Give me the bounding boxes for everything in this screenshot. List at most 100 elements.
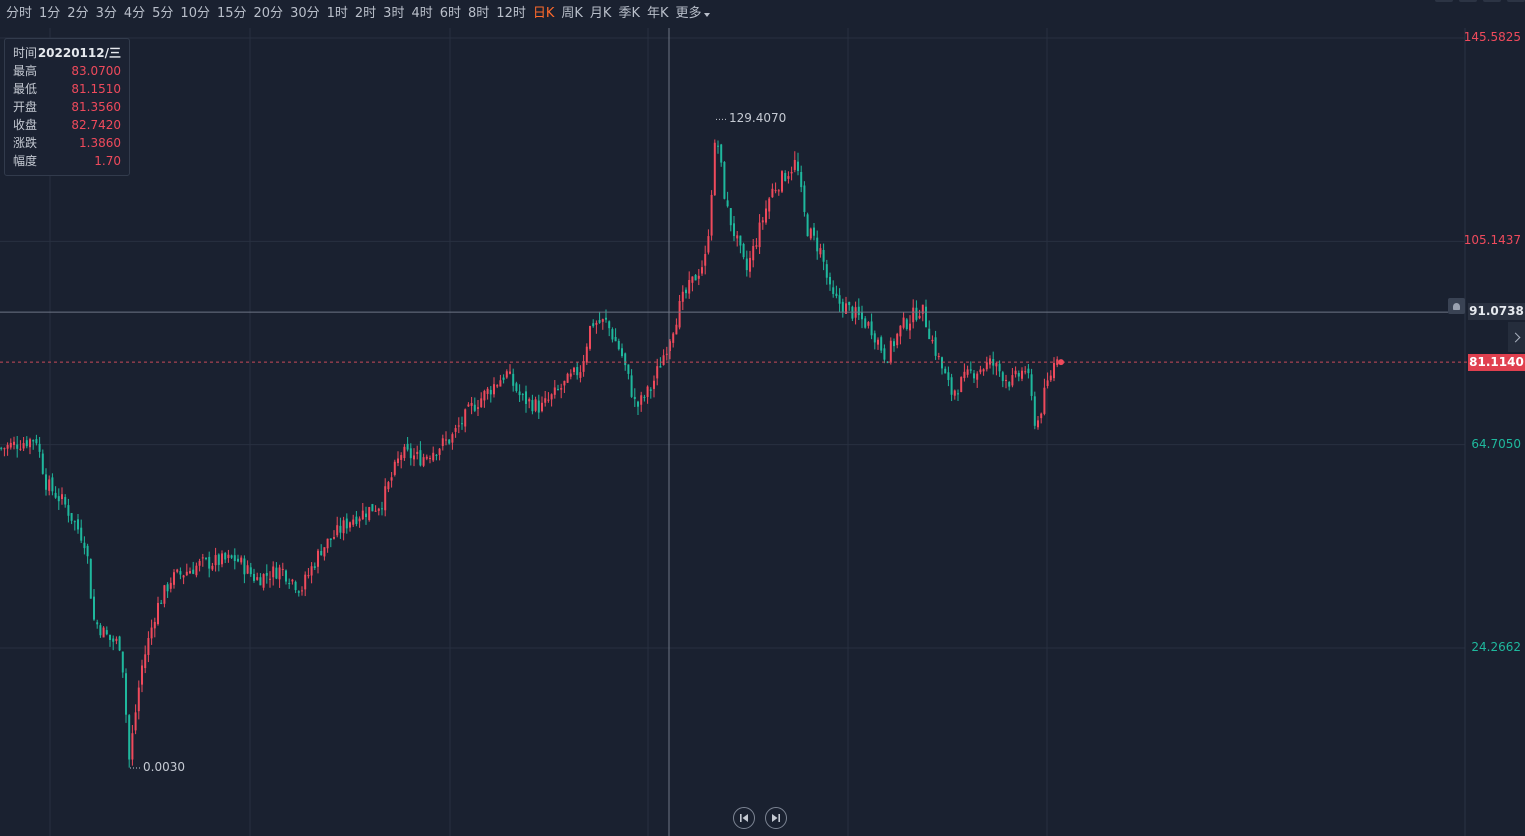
period-tab[interactable]: 分时 bbox=[6, 6, 33, 21]
candle-body bbox=[445, 439, 447, 441]
period-tab[interactable]: 2分 bbox=[67, 6, 89, 21]
period-tab[interactable]: 3分 bbox=[95, 6, 117, 21]
candle-body bbox=[470, 402, 473, 406]
candle-body bbox=[489, 389, 492, 395]
candle-body bbox=[112, 638, 115, 642]
candle-body bbox=[441, 438, 444, 446]
candle-body bbox=[160, 602, 163, 604]
candle-body bbox=[649, 389, 652, 391]
candle-body bbox=[541, 402, 543, 412]
candle-body bbox=[787, 176, 790, 179]
period-tab[interactable]: 5分 bbox=[152, 6, 174, 21]
window-control-button[interactable] bbox=[1507, 0, 1525, 2]
period-tab[interactable]: 4分 bbox=[123, 6, 146, 21]
period-tab[interactable]: 8时 bbox=[468, 6, 490, 21]
period-tab[interactable]: 20分 bbox=[253, 6, 284, 21]
candle-body bbox=[19, 448, 22, 450]
period-tab[interactable]: 年K bbox=[646, 6, 669, 21]
candle-body bbox=[841, 301, 844, 312]
candle-body bbox=[438, 448, 441, 455]
candle-body bbox=[585, 346, 588, 363]
candle-body bbox=[125, 673, 127, 715]
period-tab[interactable]: 30分 bbox=[290, 6, 320, 21]
candle-body bbox=[227, 554, 230, 559]
period-tab[interactable]: 周K bbox=[561, 6, 583, 21]
max-price-marker: 129.4070 bbox=[729, 111, 787, 126]
candle-body bbox=[845, 303, 847, 314]
candle-body bbox=[1021, 370, 1023, 379]
candle-body bbox=[480, 398, 483, 408]
candle-body bbox=[134, 712, 137, 731]
candle-body bbox=[873, 333, 876, 343]
candle-body bbox=[733, 223, 735, 237]
jump-to-start-button[interactable] bbox=[733, 807, 755, 829]
candle-body bbox=[643, 396, 646, 398]
candle-body bbox=[627, 364, 630, 374]
candle-body bbox=[921, 304, 924, 314]
window-control-button[interactable] bbox=[1483, 0, 1501, 2]
candle-body bbox=[784, 173, 787, 182]
expand-panel-button[interactable] bbox=[1508, 322, 1525, 352]
candle-body bbox=[118, 636, 121, 651]
candle-body bbox=[864, 318, 867, 328]
period-tab[interactable]: 1时 bbox=[326, 6, 348, 21]
candle-body bbox=[893, 341, 895, 347]
candle-body bbox=[563, 380, 566, 386]
period-tab[interactable]: 2时 bbox=[354, 6, 377, 21]
period-tab[interactable]: 日K bbox=[532, 6, 555, 21]
candle-body bbox=[877, 339, 879, 345]
jump-to-end-button[interactable] bbox=[765, 807, 787, 829]
candle-body bbox=[448, 439, 451, 444]
candle-body bbox=[656, 366, 659, 379]
period-tab[interactable]: 4时 bbox=[411, 6, 433, 21]
candle-body bbox=[342, 520, 345, 534]
candle-body bbox=[493, 384, 495, 395]
candle-body bbox=[121, 651, 124, 673]
info-row: 幅度 1.70 bbox=[13, 152, 121, 170]
period-tab[interactable]: 月K bbox=[589, 6, 612, 21]
candle-body bbox=[301, 590, 303, 592]
candle-body bbox=[374, 510, 377, 512]
candle-body bbox=[329, 538, 332, 541]
candle-body bbox=[809, 228, 812, 239]
period-tab[interactable]: 1分 bbox=[39, 6, 61, 21]
candle-body bbox=[867, 322, 870, 326]
window-control-button[interactable] bbox=[1459, 0, 1477, 2]
more-periods-button[interactable]: 更多 bbox=[676, 0, 710, 28]
candle-body bbox=[361, 510, 364, 520]
candle-body bbox=[425, 456, 428, 459]
period-tab[interactable]: 15分 bbox=[216, 6, 247, 21]
period-tab[interactable]: 3时 bbox=[383, 6, 405, 21]
candle-body bbox=[614, 336, 617, 342]
candle-body bbox=[742, 243, 745, 258]
candle-body bbox=[521, 393, 524, 395]
window-control-button[interactable] bbox=[1435, 0, 1453, 2]
candle-body bbox=[13, 441, 15, 445]
candle-body bbox=[109, 634, 111, 640]
candle-body bbox=[701, 267, 703, 274]
candle-body bbox=[243, 558, 246, 575]
candle-body bbox=[182, 575, 185, 578]
period-tab[interactable]: 6时 bbox=[439, 6, 462, 21]
price-alert-bell-icon[interactable] bbox=[1448, 298, 1465, 314]
candle-body bbox=[115, 638, 118, 641]
candle-body bbox=[67, 505, 70, 516]
period-tab[interactable]: 12时 bbox=[496, 6, 526, 21]
candle-body bbox=[275, 567, 278, 579]
candle-body bbox=[61, 494, 63, 500]
candle-body bbox=[710, 194, 713, 236]
last-price-tag: 81.1140 bbox=[1468, 354, 1525, 372]
candle-body bbox=[339, 525, 342, 533]
candle-body bbox=[928, 328, 931, 340]
candle-body bbox=[1037, 420, 1039, 428]
candle-body bbox=[697, 275, 700, 279]
candle-body bbox=[909, 323, 911, 331]
candle-body bbox=[592, 323, 595, 327]
period-tab[interactable]: 季K bbox=[618, 6, 640, 21]
candle-body bbox=[905, 319, 908, 330]
candle-body bbox=[291, 579, 294, 582]
candle-body bbox=[221, 553, 223, 565]
info-value: 82.7420 bbox=[71, 118, 121, 132]
period-tab[interactable]: 10分 bbox=[180, 6, 210, 21]
